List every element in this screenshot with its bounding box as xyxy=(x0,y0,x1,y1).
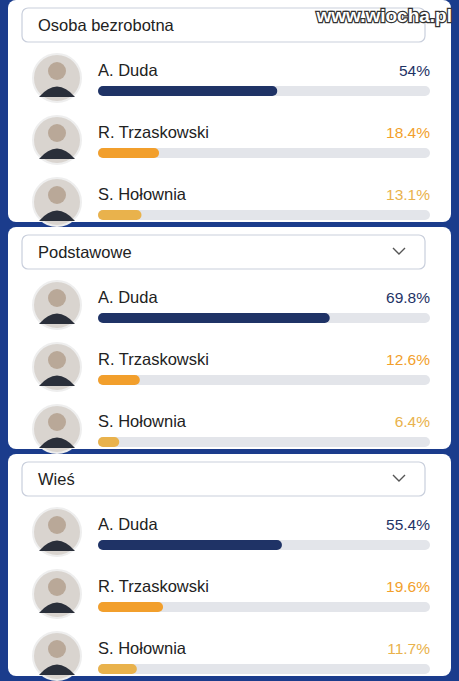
candidate-name: R. Trzaskowski xyxy=(98,350,209,368)
avatar-circle xyxy=(33,343,81,391)
avatar xyxy=(33,54,81,102)
avatar-suit xyxy=(39,541,75,552)
avatar-face xyxy=(48,289,66,307)
bar xyxy=(98,148,159,158)
bars xyxy=(98,540,282,674)
header-box[interactable] xyxy=(22,462,425,496)
value-label: 13.1% xyxy=(386,186,430,203)
avatar-suit xyxy=(39,438,75,449)
bar-track xyxy=(98,313,430,323)
value-label: 69.8% xyxy=(386,289,430,306)
avatar-suit xyxy=(39,211,75,222)
avatar xyxy=(33,570,81,618)
avatar-suit xyxy=(39,149,75,160)
avatar xyxy=(33,632,81,680)
panel-title: Osoba bezrobotna xyxy=(38,16,175,34)
bars xyxy=(98,313,330,447)
bar xyxy=(98,375,140,385)
avatar-face xyxy=(48,124,66,142)
bar xyxy=(98,313,330,323)
value-label: 12.6% xyxy=(386,351,430,368)
avatar xyxy=(33,343,81,391)
bar-track xyxy=(98,602,430,612)
avatar xyxy=(33,281,81,329)
panel: Osoba bezrobotna A. Duda 54% R. Trzaskowski… xyxy=(8,0,451,226)
panel: Wieś A. Duda 55.4% R. Trzaskowski 19.6% S. Ho… xyxy=(8,454,451,680)
value-label: 18.4% xyxy=(386,124,430,141)
bar xyxy=(98,602,163,612)
avatar-circle xyxy=(33,54,81,102)
bar-track xyxy=(98,210,430,220)
avatar-circle xyxy=(33,570,81,618)
value-label: 11.7% xyxy=(387,640,430,657)
candidate-name: A. Duda xyxy=(98,61,158,79)
avatar-circle xyxy=(33,281,81,329)
avatar-face xyxy=(48,640,66,658)
bar-track xyxy=(98,86,430,96)
avatar-circle xyxy=(33,178,81,226)
candidate-name: S. Hołownia xyxy=(98,412,187,430)
candidate-name: R. Trzaskowski xyxy=(98,123,209,141)
avatar-face xyxy=(48,578,66,596)
panel-title: Podstawowe xyxy=(38,243,132,261)
value-label: 6.4% xyxy=(395,413,431,430)
bar xyxy=(98,437,119,447)
avatar-face xyxy=(48,186,66,204)
avatar xyxy=(33,405,81,453)
dropdown-chevron[interactable] xyxy=(393,248,405,254)
avatar-circle xyxy=(33,116,81,164)
avatar-face xyxy=(48,351,66,369)
value-label: 19.6% xyxy=(386,578,430,595)
candidate-name: S. Hołownia xyxy=(98,185,187,203)
avatar xyxy=(33,116,81,164)
panel: Podstawowe A. Duda 69.8% R. Trzaskowski 12.6… xyxy=(8,227,451,453)
avatar-face xyxy=(48,62,66,80)
avatar xyxy=(33,178,81,226)
bar-track xyxy=(98,664,430,674)
header-box[interactable] xyxy=(22,235,425,269)
candidate-name: A. Duda xyxy=(98,515,158,533)
avatar-circle xyxy=(33,405,81,453)
candidate-name: S. Hołownia xyxy=(98,639,187,657)
avatar-suit xyxy=(39,603,75,614)
bar xyxy=(98,86,277,96)
value-label: 55.4% xyxy=(386,516,430,533)
bar-track xyxy=(98,540,430,550)
avatar-circle xyxy=(33,508,81,556)
bar-track xyxy=(98,148,430,158)
bar-track xyxy=(98,437,430,447)
avatar-suit xyxy=(39,314,75,325)
bar xyxy=(98,210,141,220)
bar xyxy=(98,664,137,674)
watermark: www.wiocha.pl xyxy=(316,5,452,26)
bar xyxy=(98,540,282,550)
bars xyxy=(98,86,277,220)
value-label: 54% xyxy=(399,62,430,79)
candidate-name: A. Duda xyxy=(98,288,158,306)
page: Osoba bezrobotna A. Duda 54% R. Trzaskowski… xyxy=(0,0,459,681)
avatar-face xyxy=(48,413,66,431)
avatar-suit xyxy=(39,665,75,676)
avatar xyxy=(33,508,81,556)
panel-title: Wieś xyxy=(38,470,75,488)
dropdown-chevron[interactable] xyxy=(393,475,405,481)
avatar-suit xyxy=(39,87,75,98)
background xyxy=(0,0,459,681)
avatar-suit xyxy=(39,376,75,387)
avatar-circle xyxy=(33,632,81,680)
avatar-face xyxy=(48,516,66,534)
candidate-name: R. Trzaskowski xyxy=(98,577,209,595)
bar-track xyxy=(98,375,430,385)
